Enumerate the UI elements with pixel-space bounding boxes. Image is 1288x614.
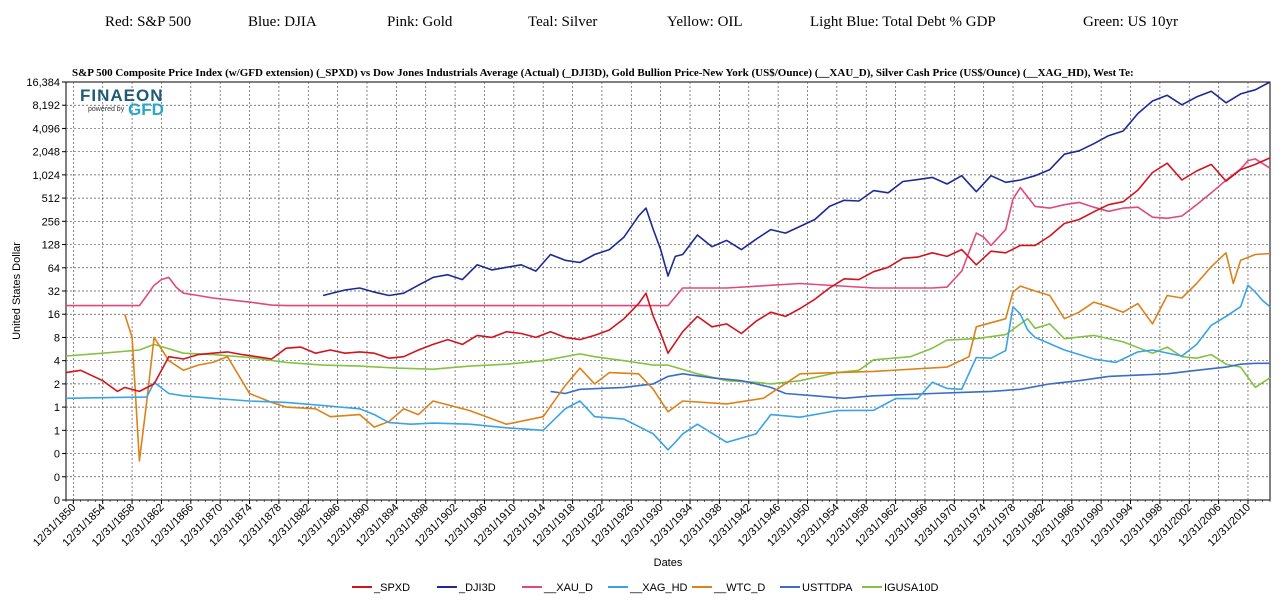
legend-label: __WTC_D [713, 582, 765, 594]
y-tick-label: 4 [54, 356, 60, 368]
y-tick-label: 0 [54, 495, 60, 507]
y-tick-label: 1 [54, 402, 60, 414]
series-line-xaud [66, 158, 1271, 307]
header-label-gold: Pink: Gold [387, 14, 453, 30]
logo-powered-text: powered by [88, 106, 125, 113]
y-axis-label: United States Dollar [11, 242, 23, 340]
y-tick-label: 256 [42, 216, 60, 228]
series-line-xaghd [65, 284, 1271, 451]
legend-label: __XAG_HD [629, 582, 688, 594]
header-label-oil: Yellow: OIL [667, 14, 743, 30]
y-tick-label: 512 [42, 193, 60, 205]
y-tick-label: 64 [48, 263, 60, 275]
finaeon-logo: FINAEON powered by GFD [80, 86, 210, 122]
y-tick-label: 16 [48, 309, 60, 321]
y-tick-label: 0 [54, 449, 60, 461]
header-legend-bar: Red: S&P 500 Blue: DJIA Pink: Gold Teal:… [0, 0, 1288, 50]
series-line-wtcd [123, 252, 1271, 462]
legend-label: __XAU_D [543, 582, 593, 594]
y-tick-label: 128 [42, 240, 60, 252]
y-tick-label: 2 [54, 379, 60, 391]
y-tick-label: 2,048 [32, 147, 60, 159]
legend-label: IGUSA10D [884, 582, 938, 594]
y-tick-label: 4,096 [32, 123, 60, 135]
chart-title: S&P 500 Composite Price Index (w/GFD ext… [72, 67, 1134, 79]
series-line-dji3d [322, 81, 1271, 297]
y-tick-label: 0 [54, 472, 60, 484]
header-label-silver: Teal: Silver [528, 14, 598, 30]
y-tick-label: 32 [48, 286, 60, 298]
legend-label: USTTDPA [802, 582, 853, 594]
series-line-igusa10d [65, 317, 1271, 389]
logo-finaeon-text: FINAEON [80, 86, 164, 105]
x-axis-label: Dates [654, 557, 683, 569]
header-label-djia: Blue: DJIA [248, 14, 317, 30]
header-label-debt-gdp: Light Blue: Total Debt % GDP [810, 14, 996, 30]
series-line-spxd [65, 157, 1271, 393]
y-tick-label: 8,192 [32, 100, 60, 112]
legend-label: _SPXD [373, 582, 410, 594]
y-tick-label: 8 [54, 332, 60, 344]
y-tick-label: 16,384 [26, 77, 60, 89]
logo-gfd-text: GFD [128, 100, 164, 119]
series-line-usttdpa [550, 362, 1270, 400]
header-label-sp500: Red: S&P 500 [105, 14, 192, 30]
y-tick-label: 1 [54, 425, 60, 437]
y-tick-label: 1,024 [32, 170, 60, 182]
header-label-us10yr: Green: US 10yr [1083, 14, 1178, 30]
legend-label: _DJI3D [458, 582, 496, 594]
